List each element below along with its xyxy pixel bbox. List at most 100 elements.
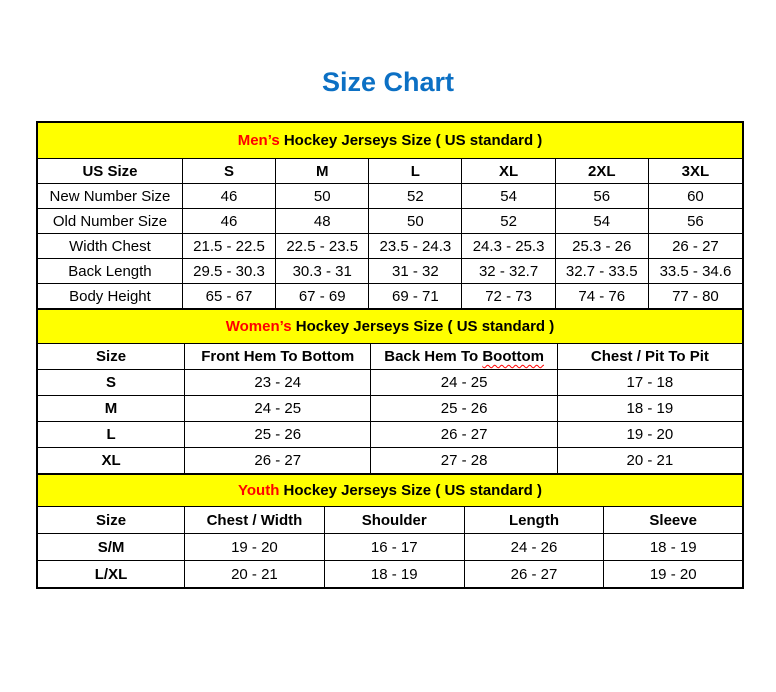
mens-row-label: Back Length xyxy=(36,258,183,284)
womens-size-value: 25 - 26 xyxy=(370,395,558,422)
womens-size-value: 24 - 25 xyxy=(184,395,372,422)
mens-size-value: 32 - 32.7 xyxy=(461,258,556,284)
mens-size-value: 25.3 - 26 xyxy=(554,233,649,259)
mens-size-value: 21.5 - 22.5 xyxy=(181,233,277,259)
womens-size-value: 24 - 25 xyxy=(370,369,558,396)
youth-column-header: Sleeve xyxy=(603,506,744,534)
youth-size-value: 18 - 19 xyxy=(603,533,744,561)
mens-size-value: 52 xyxy=(461,208,556,234)
youth-column-header: Chest / Width xyxy=(184,506,325,534)
misspelled-word: Boottom xyxy=(482,348,544,365)
mens-size-value: 23.5 - 24.3 xyxy=(368,233,463,259)
mens-size-value: 22.5 - 23.5 xyxy=(275,233,370,259)
mens-column-header: 2XL xyxy=(554,158,649,184)
womens-size-value: 20 - 21 xyxy=(556,447,744,475)
mens-size-value: 77 - 80 xyxy=(647,283,744,310)
mens-row-label: New Number Size xyxy=(36,183,183,209)
mens-row-label: Body Height xyxy=(36,283,183,310)
mens-column-header: US Size xyxy=(36,158,183,184)
mens-banner: Men’s Hockey Jerseys Size ( US standard … xyxy=(36,121,744,159)
mens-column-header: L xyxy=(368,158,463,184)
womens-column-header: Back Hem To Boottom xyxy=(370,343,558,370)
womens-row-label: S xyxy=(36,369,186,396)
mens-size-value: 46 xyxy=(181,183,277,209)
mens-banner-highlight: Men’s xyxy=(237,132,280,149)
youth-column-header: Shoulder xyxy=(323,506,465,534)
mens-size-table: Men’s Hockey Jerseys Size ( US standard … xyxy=(36,121,744,310)
mens-size-value: 50 xyxy=(275,183,370,209)
mens-size-value: 74 - 76 xyxy=(554,283,649,310)
womens-size-value: 19 - 20 xyxy=(556,421,744,448)
mens-table-row: Back Length 29.5 - 30.3 30.3 - 31 31 - 32 32… xyxy=(36,258,744,284)
mens-size-value: 52 xyxy=(368,183,463,209)
mens-row-label: Width Chest xyxy=(36,233,183,259)
mens-size-value: 60 xyxy=(647,183,744,209)
womens-size-table: Women’s Hockey Jerseys Size ( US standar… xyxy=(36,308,744,475)
womens-column-header: Chest / Pit To Pit xyxy=(556,343,744,370)
mens-size-value: 48 xyxy=(275,208,370,234)
youth-size-value: 19 - 20 xyxy=(603,560,744,589)
mens-banner-text: Hockey Jerseys Size ( US standard ) xyxy=(279,132,543,149)
mens-size-value: 54 xyxy=(461,183,556,209)
womens-table-row: L 25 - 26 26 - 27 19 - 20 xyxy=(36,421,744,448)
womens-table-row: S 23 - 24 24 - 25 17 - 18 xyxy=(36,369,744,396)
womens-banner-highlight: Women’s xyxy=(225,318,292,335)
womens-size-value: 26 - 27 xyxy=(184,447,372,475)
mens-size-value: 67 - 69 xyxy=(275,283,370,310)
youth-row-label: L/XL xyxy=(36,560,186,589)
page-title: Size Chart xyxy=(321,67,455,97)
mens-size-value: 50 xyxy=(368,208,463,234)
youth-size-value: 18 - 19 xyxy=(323,560,465,589)
youth-banner-highlight: Youth xyxy=(238,482,280,499)
mens-size-value: 31 - 32 xyxy=(368,258,463,284)
mens-column-header: 3XL xyxy=(647,158,744,184)
youth-size-value: 20 - 21 xyxy=(184,560,325,589)
mens-table-row: New Number Size 46 50 52 54 56 60 xyxy=(36,183,744,209)
womens-banner-text: Hockey Jerseys Size ( US standard ) xyxy=(291,318,555,335)
womens-table-row: XL 26 - 27 27 - 28 20 - 21 xyxy=(36,447,744,475)
mens-size-value: 29.5 - 30.3 xyxy=(181,258,277,284)
womens-column-header: Front Hem To Bottom xyxy=(184,343,372,370)
youth-size-table: Youth Hockey Jerseys Size ( US standard … xyxy=(36,473,744,589)
womens-size-value: 23 - 24 xyxy=(184,369,372,396)
womens-row-label: XL xyxy=(36,447,186,475)
mens-size-value: 54 xyxy=(554,208,649,234)
youth-banner-text: Hockey Jerseys Size ( US standard ) xyxy=(279,482,542,499)
youth-row-label: S/M xyxy=(36,533,186,561)
youth-table-row: L/XL 20 - 21 18 - 19 26 - 27 19 - 20 xyxy=(36,560,744,589)
youth-banner: Youth Hockey Jerseys Size ( US standard … xyxy=(36,473,744,507)
youth-size-value: 16 - 17 xyxy=(323,533,465,561)
womens-size-value: 27 - 28 xyxy=(370,447,558,475)
mens-row-label: Old Number Size xyxy=(36,208,183,234)
mens-size-value: 72 - 73 xyxy=(461,283,556,310)
youth-size-value: 19 - 20 xyxy=(184,533,325,561)
mens-table-row: Body Height 65 - 67 67 - 69 69 - 71 72 - 73 7… xyxy=(36,283,744,310)
womens-size-value: 17 - 18 xyxy=(556,369,744,396)
mens-column-header: S xyxy=(181,158,277,184)
mens-size-value: 65 - 67 xyxy=(181,283,277,310)
womens-size-value: 25 - 26 xyxy=(184,421,372,448)
mens-size-value: 56 xyxy=(647,208,744,234)
mens-size-value: 30.3 - 31 xyxy=(275,258,370,284)
mens-column-header: M xyxy=(275,158,370,184)
womens-size-value: 18 - 19 xyxy=(556,395,744,422)
womens-row-label: M xyxy=(36,395,186,422)
mens-size-value: 33.5 - 34.6 xyxy=(647,258,744,284)
mens-column-header: XL xyxy=(461,158,556,184)
youth-table-row: S/M 19 - 20 16 - 17 24 - 26 18 - 19 xyxy=(36,533,744,561)
womens-banner: Women’s Hockey Jerseys Size ( US standar… xyxy=(36,308,744,344)
mens-size-value: 69 - 71 xyxy=(368,283,463,310)
womens-table-row: M 24 - 25 25 - 26 18 - 19 xyxy=(36,395,744,422)
youth-column-header: Length xyxy=(463,506,605,534)
mens-table-row: Width Chest 21.5 - 22.5 22.5 - 23.5 23.5 - … xyxy=(36,233,744,259)
mens-size-value: 56 xyxy=(554,183,649,209)
youth-size-value: 26 - 27 xyxy=(463,560,605,589)
mens-size-value: 26 - 27 xyxy=(647,233,744,259)
womens-column-header: Size xyxy=(36,343,186,370)
mens-size-value: 24.3 - 25.3 xyxy=(461,233,556,259)
womens-row-label: L xyxy=(36,421,186,448)
womens-size-value: 26 - 27 xyxy=(370,421,558,448)
mens-size-value: 32.7 - 33.5 xyxy=(554,258,649,284)
youth-size-value: 24 - 26 xyxy=(463,533,605,561)
